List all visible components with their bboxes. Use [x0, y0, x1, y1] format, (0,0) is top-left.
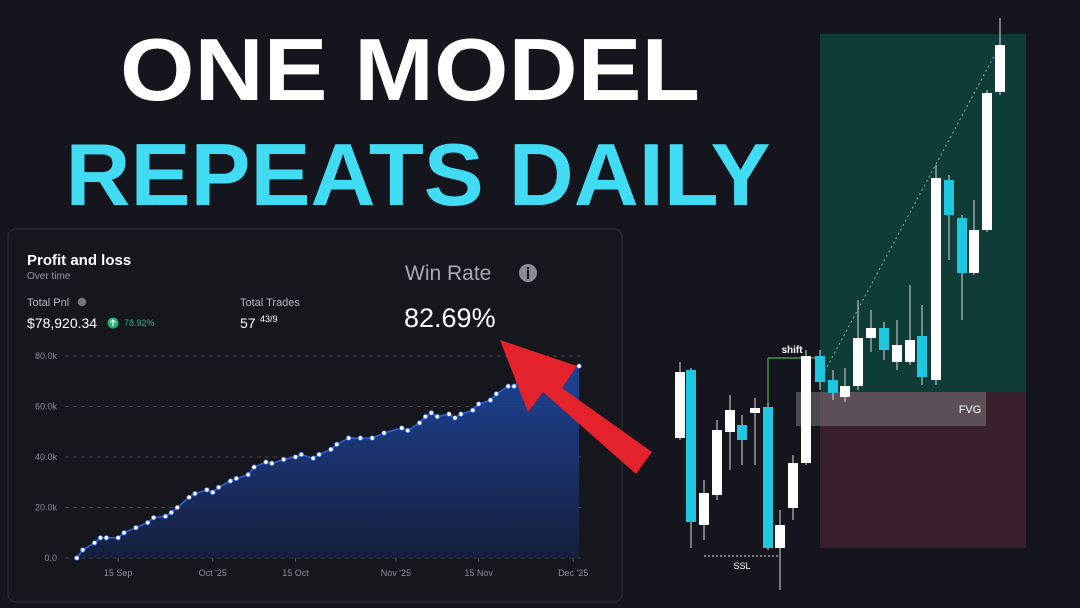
pnl-chart: 0.0 20.0k 40.0k 60.0k 80.0k 15 Sep Oct '25 15 O…: [35, 351, 588, 578]
point: [245, 471, 251, 478]
point: [215, 484, 222, 490]
y-tick-label: 60.0k: [35, 402, 58, 412]
point: [422, 413, 429, 420]
y-tick-label: 0.0: [44, 553, 57, 563]
target-line: [819, 44, 1001, 381]
point: [470, 407, 476, 413]
point: [576, 363, 582, 369]
headline-line2: REPEATS DAILY: [66, 125, 771, 224]
panel-subtitle: Over time: [27, 271, 71, 282]
stat-change: 78.92%: [124, 318, 155, 328]
point: [493, 391, 500, 397]
x-tick-label: 15 Nov: [464, 568, 493, 578]
point: [97, 535, 104, 541]
point: [458, 411, 464, 417]
point: [334, 441, 340, 448]
point: [434, 413, 440, 420]
fvg-label: FVG: [959, 404, 982, 416]
point: [74, 555, 80, 561]
panel-title: Profit and loss: [27, 252, 131, 269]
stat-detail: 43/9: [260, 314, 278, 324]
point: [192, 490, 198, 497]
y-tick-label: 40.0k: [35, 452, 58, 462]
point: [505, 383, 511, 389]
point: [399, 425, 405, 431]
info-icon: [77, 297, 87, 307]
point: [103, 535, 110, 541]
point: [115, 535, 121, 541]
point: [263, 459, 269, 465]
pointer-arrow: [500, 340, 652, 474]
point: [162, 513, 169, 520]
stat-value: 57: [240, 315, 256, 331]
point: [298, 451, 305, 458]
point: [174, 504, 180, 511]
point: [150, 514, 157, 521]
point: [428, 410, 435, 416]
stat-label: Total Pnl: [27, 297, 69, 309]
ssl-label: SSL: [733, 561, 750, 571]
point: [251, 464, 257, 470]
point: [381, 430, 387, 436]
point: [292, 454, 299, 460]
headline-line1: ONE MODEL: [120, 20, 700, 119]
point: [133, 525, 139, 531]
point: [345, 435, 352, 441]
x-tick-label: 15 Oct: [282, 568, 309, 578]
point: [452, 415, 458, 421]
point: [168, 509, 175, 516]
point: [369, 435, 375, 441]
stat-value: $78,920.34: [27, 315, 97, 331]
point: [269, 460, 275, 467]
fvg-zone: [796, 392, 986, 426]
point: [186, 494, 192, 501]
point: [416, 420, 423, 426]
point: [233, 475, 240, 482]
up-arrow: [110, 319, 116, 326]
point: [316, 451, 322, 458]
point: [280, 456, 287, 463]
point: [487, 397, 494, 403]
x-tick-label: Dec '25: [558, 568, 588, 578]
y-tick-label: 80.0k: [35, 351, 58, 361]
candles: [675, 18, 1005, 590]
risk-zone: [820, 392, 1026, 548]
point: [511, 383, 517, 389]
point: [204, 487, 210, 493]
y-tick-label: 20.0k: [35, 503, 58, 513]
point: [357, 435, 364, 441]
point: [475, 401, 482, 407]
win-rate-label: Win Rate: [405, 262, 491, 285]
point: [446, 411, 452, 417]
point: [310, 455, 316, 461]
point: [145, 519, 151, 526]
stat-label: Total Trades: [240, 297, 300, 309]
point: [328, 446, 334, 453]
point: [227, 478, 234, 484]
trade-illustration: shift FVG SSL: [675, 18, 1026, 590]
x-tick-label: Oct '25: [199, 568, 227, 578]
point: [405, 427, 411, 434]
point: [80, 547, 86, 553]
shift-label: shift: [781, 345, 803, 356]
x-tick-label: 15 Sep: [104, 568, 133, 578]
point: [91, 540, 98, 546]
point: [121, 530, 127, 536]
win-rate-value: 82.69%: [404, 303, 496, 333]
x-tick-label: Nov '25: [381, 568, 411, 578]
point: [210, 489, 216, 496]
area: [76, 366, 580, 558]
